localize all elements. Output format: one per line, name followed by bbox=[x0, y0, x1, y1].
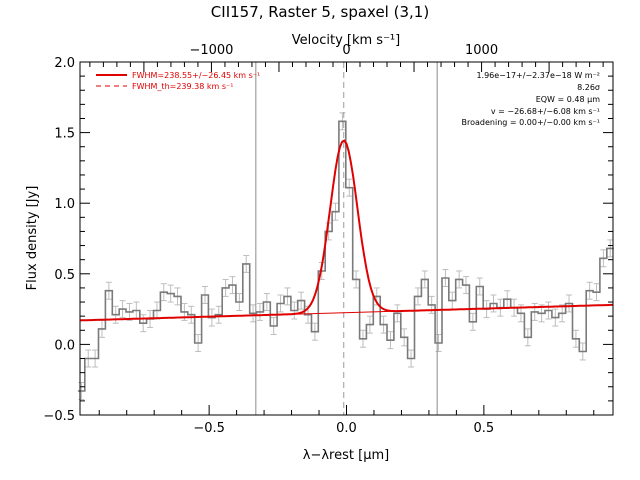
top-tick-label: 1000 bbox=[465, 43, 498, 58]
fit-annotations: 1.96e−17+/−2.37e−18 W m⁻² 8.26σ EQW = 0.… bbox=[462, 71, 601, 127]
annotation-flux: 1.96e−17+/−2.37e−18 W m⁻² bbox=[476, 71, 600, 80]
y-tick-label: 2.0 bbox=[54, 56, 75, 71]
axes: −0.5 0.0 0.5 −1000 0 1000 −0.5 0.0 0.5 1.0 1.5 2.0 bbox=[43, 43, 614, 436]
annotation-broadening: Broadening = 0.00+/−0.00 km s⁻¹ bbox=[462, 118, 600, 127]
gaussian-fit-thermal-line bbox=[79, 139, 613, 321]
spectrum-line bbox=[77, 120, 614, 392]
legend-label-fwhm-th: FWHM_th=239.38 km s⁻¹ bbox=[132, 82, 233, 91]
y-tick-label: 1.0 bbox=[54, 197, 75, 212]
chart-title: CII157, Raster 5, spaxel (3,1) bbox=[211, 3, 429, 21]
annotation-velocity: v = −26.68+/−6.08 km s⁻¹ bbox=[491, 107, 600, 116]
x-tick-label: −0.5 bbox=[193, 421, 225, 436]
x-tick-label: 0.0 bbox=[336, 421, 357, 436]
x-axis-label: λ−λrest [μm] bbox=[303, 448, 389, 463]
y-tick-label: 1.5 bbox=[54, 127, 75, 142]
spectrum-series bbox=[77, 120, 614, 392]
legend-label-fwhm: FWHM=238.55+/−26.45 km s⁻¹ bbox=[132, 71, 260, 80]
top-tick-label: 0 bbox=[342, 43, 350, 58]
annotation-significance: 8.26σ bbox=[577, 83, 600, 92]
annotation-eqw: EQW = 0.48 μm bbox=[536, 95, 600, 104]
reference-lines bbox=[255, 62, 438, 415]
y-axis-label: Flux density [Jy] bbox=[25, 186, 40, 291]
legend: FWHM=238.55+/−26.45 km s⁻¹ FWHM_th=239.3… bbox=[96, 71, 260, 91]
top-axis-label: Velocity [km s⁻¹] bbox=[292, 33, 400, 48]
y-tick-label: 0.5 bbox=[54, 268, 75, 283]
x-tick-label: 0.5 bbox=[474, 421, 495, 436]
y-tick-label: 0.0 bbox=[54, 338, 75, 353]
top-tick-label: −1000 bbox=[189, 43, 233, 58]
gaussian-fit bbox=[79, 139, 614, 322]
y-tick-label: −0.5 bbox=[43, 409, 75, 424]
